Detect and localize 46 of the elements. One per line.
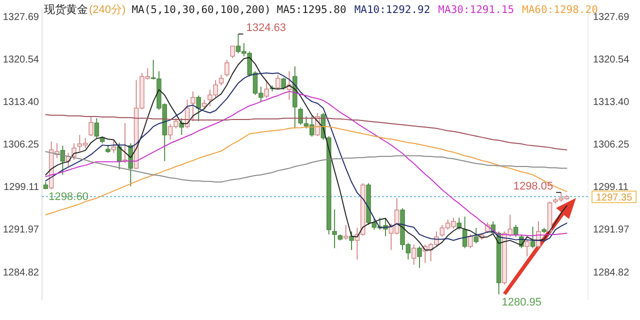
legend-title: MA(5,10,30,60,100,200) [132, 4, 271, 16]
candlestick [224, 59, 230, 78]
chart-title: 现货黄金 [44, 3, 88, 16]
y-tick-label: 1291.97 [2, 224, 40, 236]
text: MA30:1291.15 [438, 4, 514, 16]
y-tick-label: 1284.82 [2, 267, 40, 278]
y2-tick-label: 1299.11 [593, 182, 629, 194]
ref-line-label: 1297.35 [596, 192, 633, 204]
y-tick-label: 1299.11 [4, 182, 40, 194]
candlestick [190, 90, 196, 122]
y2-tick-label: 1313.40 [593, 96, 630, 108]
annotation: 1298.05 [513, 180, 554, 192]
candlestick [94, 118, 100, 138]
y2-tick-label: 1284.82 [593, 267, 630, 278]
candlestick [417, 246, 422, 268]
chart-subtitle: (240分) [89, 4, 126, 16]
candlestick [111, 139, 116, 154]
candlestick [343, 224, 348, 240]
annotation: 1324.63 [246, 22, 286, 34]
y-tick-label: 1320.54 [2, 54, 40, 66]
annotation: 1298.60 [48, 191, 88, 204]
candlestick [264, 80, 269, 98]
candlestick [281, 77, 286, 90]
candlestick [179, 118, 184, 136]
annotation: 1280.95 [502, 296, 542, 308]
y-tick-label: 1306.25 [2, 140, 40, 151]
candlestick [88, 116, 94, 137]
candlestick [530, 226, 536, 249]
candlestick [230, 46, 235, 59]
y-tick-label: 1313.40 [2, 96, 40, 108]
text: MA5:1295.80 [276, 4, 346, 16]
candlestick [411, 244, 416, 266]
candlestick [349, 230, 354, 250]
y2-tick-label: 1320.54 [593, 54, 630, 66]
y2-tick-label: 1306.25 [593, 140, 630, 151]
candlestick [218, 74, 224, 86]
candlestick [276, 74, 280, 90]
y2-tick-label: 1327.69 [593, 12, 630, 23]
candlestick [332, 208, 337, 249]
candlestick [468, 234, 473, 249]
candlestick [474, 227, 479, 244]
candlestick [524, 239, 530, 257]
y-tick-label: 1327.69 [2, 12, 40, 23]
text: MA10:1292.92 [354, 4, 430, 16]
y2-tick-label: 1291.97 [593, 224, 630, 236]
candlestick [196, 95, 201, 122]
